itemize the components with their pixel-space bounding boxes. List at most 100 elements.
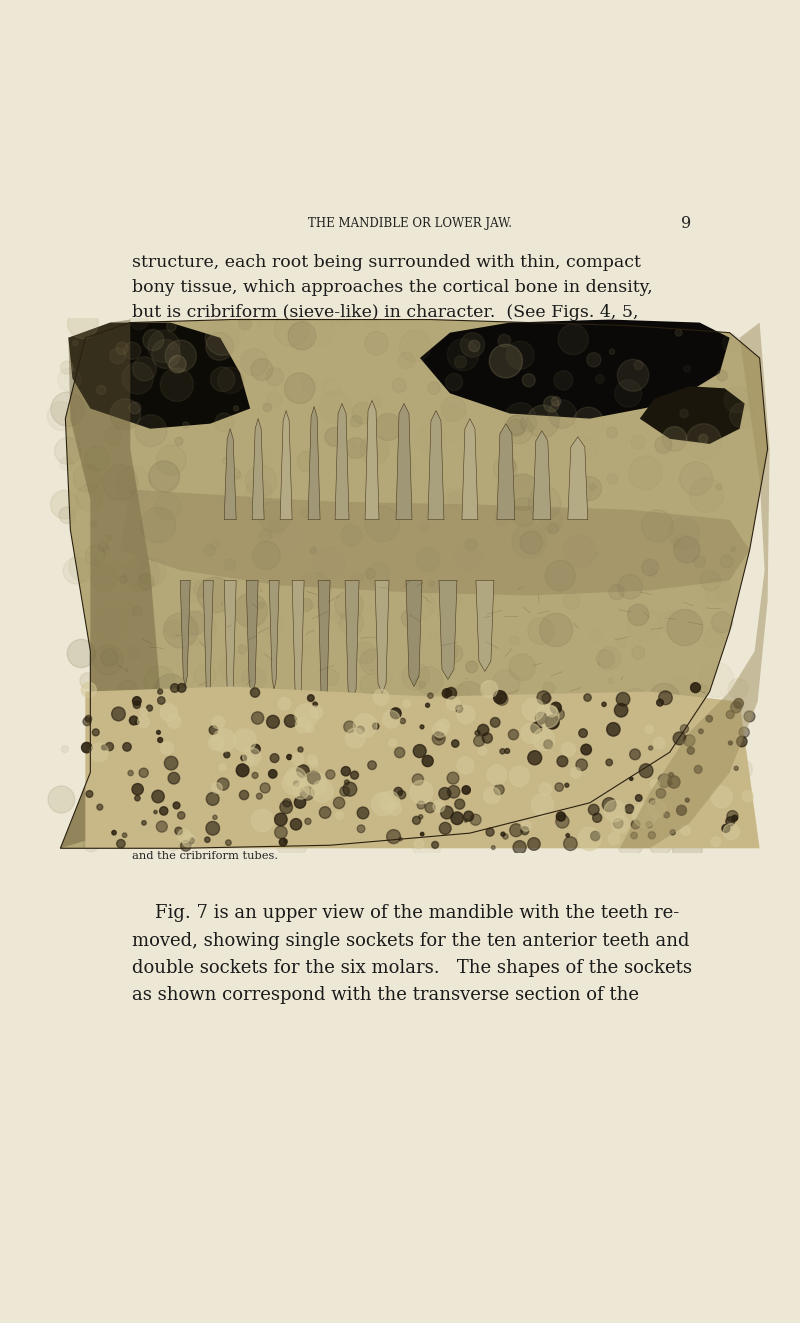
Circle shape	[535, 712, 546, 724]
Circle shape	[698, 729, 703, 734]
Polygon shape	[335, 404, 349, 520]
Circle shape	[313, 546, 345, 579]
Circle shape	[734, 699, 743, 708]
Circle shape	[504, 415, 533, 445]
Circle shape	[441, 806, 454, 819]
Circle shape	[699, 663, 734, 697]
Circle shape	[679, 462, 713, 495]
Circle shape	[206, 332, 234, 360]
Circle shape	[618, 574, 642, 599]
Circle shape	[50, 491, 78, 519]
Circle shape	[674, 533, 690, 549]
Circle shape	[160, 368, 194, 401]
Circle shape	[236, 763, 249, 777]
Circle shape	[699, 434, 708, 443]
Circle shape	[326, 753, 353, 779]
Circle shape	[550, 703, 562, 713]
Circle shape	[358, 826, 365, 832]
Circle shape	[595, 552, 599, 556]
Circle shape	[464, 811, 474, 822]
Circle shape	[390, 708, 401, 718]
Circle shape	[462, 786, 470, 794]
Circle shape	[118, 680, 138, 700]
Circle shape	[266, 716, 279, 728]
Circle shape	[339, 441, 357, 459]
Text: Anterior lateral view of upper and lower jaws, with the external cortical portio: Anterior lateral view of upper and lower…	[132, 823, 646, 861]
Circle shape	[282, 811, 293, 823]
Circle shape	[210, 540, 219, 549]
Circle shape	[170, 684, 179, 692]
Circle shape	[215, 413, 234, 431]
Circle shape	[447, 786, 460, 798]
Circle shape	[269, 770, 277, 778]
Circle shape	[432, 732, 445, 745]
Circle shape	[669, 773, 674, 778]
Circle shape	[294, 704, 318, 728]
Circle shape	[442, 692, 450, 700]
Circle shape	[406, 590, 435, 619]
Circle shape	[694, 766, 702, 774]
Circle shape	[718, 765, 724, 771]
Circle shape	[527, 405, 559, 438]
Circle shape	[102, 546, 110, 554]
Circle shape	[365, 314, 379, 328]
Circle shape	[169, 343, 174, 349]
Circle shape	[416, 548, 440, 572]
Circle shape	[706, 806, 739, 839]
Polygon shape	[365, 401, 379, 520]
Circle shape	[209, 726, 218, 734]
Circle shape	[654, 737, 665, 749]
Circle shape	[598, 647, 621, 669]
Circle shape	[426, 704, 430, 708]
Circle shape	[674, 569, 678, 574]
Circle shape	[389, 740, 396, 747]
Circle shape	[428, 632, 438, 642]
Circle shape	[505, 402, 536, 435]
Circle shape	[310, 548, 316, 553]
Circle shape	[400, 746, 423, 770]
Circle shape	[342, 766, 350, 775]
Circle shape	[590, 745, 622, 778]
Circle shape	[400, 718, 406, 724]
Circle shape	[211, 783, 222, 794]
Circle shape	[194, 722, 207, 736]
Circle shape	[481, 680, 498, 697]
Circle shape	[650, 833, 671, 856]
Circle shape	[414, 745, 426, 758]
Circle shape	[139, 769, 148, 778]
Circle shape	[62, 746, 68, 753]
Circle shape	[546, 716, 559, 729]
Circle shape	[286, 754, 292, 759]
Circle shape	[251, 712, 264, 724]
Circle shape	[360, 807, 391, 839]
Circle shape	[520, 434, 536, 451]
Circle shape	[417, 802, 425, 810]
Circle shape	[165, 340, 197, 372]
Circle shape	[94, 607, 127, 640]
Circle shape	[246, 466, 277, 497]
Circle shape	[471, 703, 503, 734]
Circle shape	[319, 392, 351, 423]
Circle shape	[470, 814, 481, 826]
Circle shape	[452, 740, 459, 747]
Circle shape	[282, 771, 306, 794]
Circle shape	[494, 458, 517, 482]
Circle shape	[582, 830, 590, 837]
Circle shape	[622, 688, 649, 716]
Circle shape	[546, 706, 558, 717]
Circle shape	[716, 484, 722, 490]
Text: Fig. 7 is an upper view of the mandible with the teeth re-
moved, showing single: Fig. 7 is an upper view of the mandible …	[132, 905, 692, 1004]
Circle shape	[398, 837, 402, 841]
Circle shape	[425, 808, 439, 823]
Polygon shape	[180, 581, 190, 687]
Circle shape	[602, 798, 616, 811]
Circle shape	[739, 728, 750, 737]
Circle shape	[595, 374, 604, 384]
Circle shape	[628, 609, 660, 642]
Circle shape	[428, 382, 440, 394]
Circle shape	[651, 729, 660, 738]
Circle shape	[369, 808, 390, 830]
Circle shape	[117, 839, 125, 848]
Circle shape	[339, 610, 364, 635]
Circle shape	[561, 823, 581, 844]
